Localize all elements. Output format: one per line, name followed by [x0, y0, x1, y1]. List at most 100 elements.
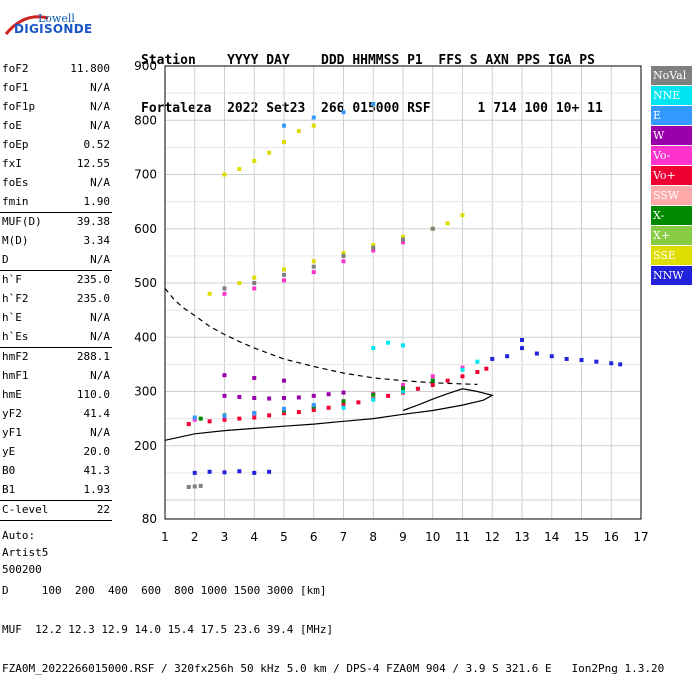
plot-frame: [164, 65, 642, 520]
data-point-e: [282, 406, 286, 411]
parameter-value: 235.0: [76, 273, 110, 286]
data-point-x-: [198, 416, 203, 421]
data-point-w: [222, 373, 227, 378]
data-point-nnw: [505, 354, 510, 359]
data-point-nne: [401, 343, 405, 348]
distance-row: D 100 200 400 600 800 1000 1500 3000 [km…: [2, 584, 327, 597]
logo-swoosh-icon: [4, 15, 49, 35]
legend-item-x-: X+: [651, 226, 692, 245]
parameter-name: yE: [2, 445, 16, 458]
data-point-nne: [475, 359, 480, 364]
parameter-name: yF1: [2, 426, 22, 439]
data-point-vo-: [475, 369, 480, 374]
parameter-value: 20.0: [83, 445, 111, 458]
data-point-nnw: [579, 358, 584, 363]
parameter-value: 41.4: [83, 407, 111, 420]
data-point-vo-: [341, 259, 346, 264]
parameter-value: 235.0: [76, 292, 110, 305]
parameter-value: N/A: [90, 253, 110, 266]
data-point-sse: [207, 291, 212, 296]
parameter-value: N/A: [90, 81, 110, 94]
data-point-nnw: [564, 356, 569, 361]
data-point-nnw: [594, 359, 599, 364]
parameter-row: h`E N/A: [0, 309, 112, 328]
data-point-sse: [252, 275, 257, 280]
x-tick-label: 16: [604, 530, 619, 544]
parameter-name: D: [2, 253, 9, 266]
x-tick-label: 4: [250, 530, 258, 544]
parameter-name: yF2: [2, 407, 22, 420]
parameter-value: 110.0: [76, 388, 110, 401]
parameter-panel: foF2 11.800 foF1 N/A foF1p N/A foE N/A foEp 0.52 f…: [0, 60, 112, 578]
parameter-name: hmE: [2, 388, 22, 401]
parameter-name: B1: [2, 483, 16, 496]
data-point-w: [237, 394, 242, 399]
data-point-w: [326, 392, 331, 397]
muf-row: MUF 12.2 12.3 12.9 14.0 15.4 17.5 23.6 3…: [2, 623, 334, 636]
panel-separator: [0, 212, 112, 213]
data-point-vo-: [252, 286, 257, 291]
legend-item-nne: NNE: [651, 86, 692, 105]
legend-item-ssw: SSW: [651, 186, 692, 205]
data-point-w: [252, 375, 257, 380]
data-point-vo-: [237, 416, 242, 421]
parameter-name: foF1: [2, 81, 29, 94]
data-point-sse: [282, 139, 286, 144]
parameter-row: yE 20.0: [0, 443, 112, 462]
x-tick-label: 13: [514, 530, 529, 544]
parameter-name: fxI: [2, 157, 22, 170]
parameter-row: fmin 1.90: [0, 193, 112, 212]
data-point-vo-: [484, 366, 489, 371]
data-point-noval: [192, 484, 197, 489]
parameter-row: hmF2 288.1: [0, 348, 112, 367]
parameter-row: MUF(D) 39.38: [0, 213, 112, 232]
parameter-name: h`F: [2, 273, 22, 286]
parameter-name: foE: [2, 119, 22, 132]
parameter-row: D N/A: [0, 251, 112, 270]
parameter-row: yF1 N/A: [0, 424, 112, 443]
data-point-vo-: [430, 374, 435, 379]
panel-separator: [0, 500, 112, 501]
parameter-row: B1 1.93: [0, 481, 112, 500]
parameter-value: 0.52: [83, 138, 111, 151]
y-tick-label: 800: [134, 113, 157, 127]
data-point-vo-: [356, 400, 361, 405]
x-tick-label: 14: [544, 530, 559, 544]
x-tick-label: 15: [574, 530, 589, 544]
polarization-legend: NoVal NNE E W Vo- Vo+ SSW X- X+ SSE NNW: [651, 66, 692, 286]
auto-artist: Artist5: [2, 546, 49, 559]
legend-item-nnw: NNW: [651, 266, 692, 285]
data-point-vo-: [445, 378, 450, 383]
parameter-value: 39.38: [76, 215, 110, 228]
data-point-vo-: [386, 393, 391, 398]
parameter-name: foF1p: [2, 100, 36, 113]
y-tick-label: 80: [142, 512, 157, 526]
x-tick-label: 1: [161, 530, 169, 544]
parameter-row: h`F2 235.0: [0, 290, 112, 309]
parameter-row: foF2 11.800: [0, 60, 112, 79]
data-point-vo-: [282, 278, 286, 283]
data-point-x-: [371, 392, 376, 397]
data-point-w: [341, 390, 346, 395]
legend-item-sse: SSE: [651, 246, 692, 265]
data-point-vo-: [186, 422, 191, 427]
data-point-sse: [282, 267, 286, 272]
data-point-nnw: [237, 469, 242, 474]
x-tick-label: 9: [399, 530, 407, 544]
y-tick-label: 200: [134, 439, 157, 453]
logo-line1: Lowell: [38, 12, 75, 25]
data-point-noval: [401, 237, 405, 242]
data-point-vo-: [207, 419, 212, 424]
data-point-noval: [371, 245, 376, 250]
parameter-row: h`Es N/A: [0, 328, 112, 347]
parameter-name: M(D): [2, 234, 29, 247]
data-point-e: [192, 415, 197, 420]
data-point-sse: [296, 129, 301, 134]
data-point-vo-: [282, 411, 286, 416]
y-tick-label: 400: [134, 330, 157, 344]
data-point-vo-: [415, 386, 420, 391]
legend-item-vo-: Vo+: [651, 166, 692, 185]
data-point-noval: [430, 226, 435, 231]
legend-item-w: W: [651, 126, 692, 145]
data-point-noval: [282, 272, 286, 277]
